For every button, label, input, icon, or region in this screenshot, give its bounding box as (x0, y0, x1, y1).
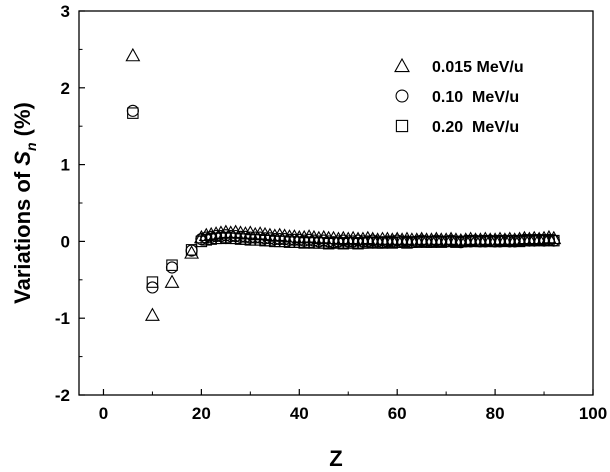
y-tick-label: 1 (61, 156, 70, 175)
y-axis-title-symbol: S (10, 151, 35, 166)
y-tick-label: 0 (61, 232, 70, 251)
x-tick-label: 80 (486, 404, 505, 423)
legend-label: 0.015 MeV/u (432, 59, 524, 76)
y-tick-label: 2 (61, 79, 70, 98)
y-tick-label: 3 (61, 2, 70, 21)
legend-label: 0.10 MeV/u (432, 89, 519, 106)
circle-data-point (126, 104, 139, 117)
triangle-data-point (164, 274, 180, 288)
x-tick-label: 60 (388, 404, 407, 423)
legend-label: 0.20 MeV/u (432, 119, 519, 136)
legend-circle-icon (395, 89, 409, 103)
y-tick-label: -2 (55, 386, 70, 405)
triangle-data-point (125, 47, 141, 62)
y-axis-title-suffix: (%) (10, 102, 35, 142)
square-data-point (166, 259, 178, 271)
x-axis-title: Z (329, 446, 342, 471)
square-data-point (185, 244, 198, 256)
y-axis-title-subscript: n (23, 142, 39, 151)
legend-triangle-icon (394, 57, 410, 73)
y-tick-label: -1 (55, 309, 70, 328)
x-tick-label: 20 (192, 404, 211, 423)
x-tick-label: 40 (290, 404, 309, 423)
legend: 0.015 MeV/u 0.10 MeV/u 0.20 MeV/u (394, 57, 524, 136)
legend-square-icon (395, 119, 409, 133)
square-data-point (127, 107, 139, 119)
tick-labels: 0 20 40 60 80 100 -2 -1 0 1 2 3 (55, 2, 607, 423)
data-markers (125, 47, 562, 321)
x-tick-label: 100 (579, 404, 607, 423)
square-data-point (548, 234, 560, 247)
y-axis-title-main: Variations of (10, 166, 35, 304)
square-data-point (146, 276, 159, 288)
y-axis-title: Variations of Sn (%) (10, 102, 39, 304)
x-tick-label: 0 (99, 404, 108, 423)
triangle-data-point (184, 245, 200, 259)
circle-data-point (165, 261, 179, 274)
axis-ticks (79, 10, 594, 396)
triangle-data-point (144, 307, 160, 321)
